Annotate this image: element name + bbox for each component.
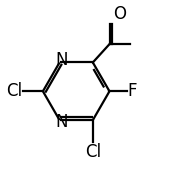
Text: F: F (127, 82, 137, 100)
Text: N: N (56, 51, 68, 69)
Text: N: N (56, 113, 68, 131)
Text: Cl: Cl (6, 82, 22, 100)
Text: Cl: Cl (85, 143, 101, 161)
Text: O: O (113, 5, 126, 23)
